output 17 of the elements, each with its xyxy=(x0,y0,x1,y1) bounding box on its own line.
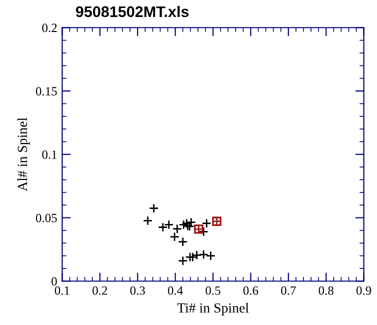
x-tick-label: 0.3 xyxy=(130,286,145,295)
x-tick-label: 0.5 xyxy=(206,286,220,295)
x-axis-title: Ti# in Spinel xyxy=(177,302,249,316)
x-tick-label: 0.2 xyxy=(92,286,108,295)
x-tick-label: 0.9 xyxy=(356,286,372,295)
y-axis-title: Al# in Spinel xyxy=(17,118,30,192)
chart-title: 95081502MT.xls xyxy=(76,6,189,18)
y-tick-label: 0.1 xyxy=(42,150,57,159)
y-tick-label: 0.05 xyxy=(36,214,57,222)
y-tick-label: 0 xyxy=(52,277,57,286)
x-tick-label: 0.1 xyxy=(54,286,70,295)
x-tick-label: 0.6 xyxy=(243,286,258,295)
y-tick-label: 0.2 xyxy=(42,24,57,32)
x-tick-label: 0.8 xyxy=(318,286,334,295)
x-tick-label: 0.7 xyxy=(281,286,296,295)
x-tick-label: 0.4 xyxy=(168,286,183,295)
y-tick-label: 0.15 xyxy=(36,87,57,96)
